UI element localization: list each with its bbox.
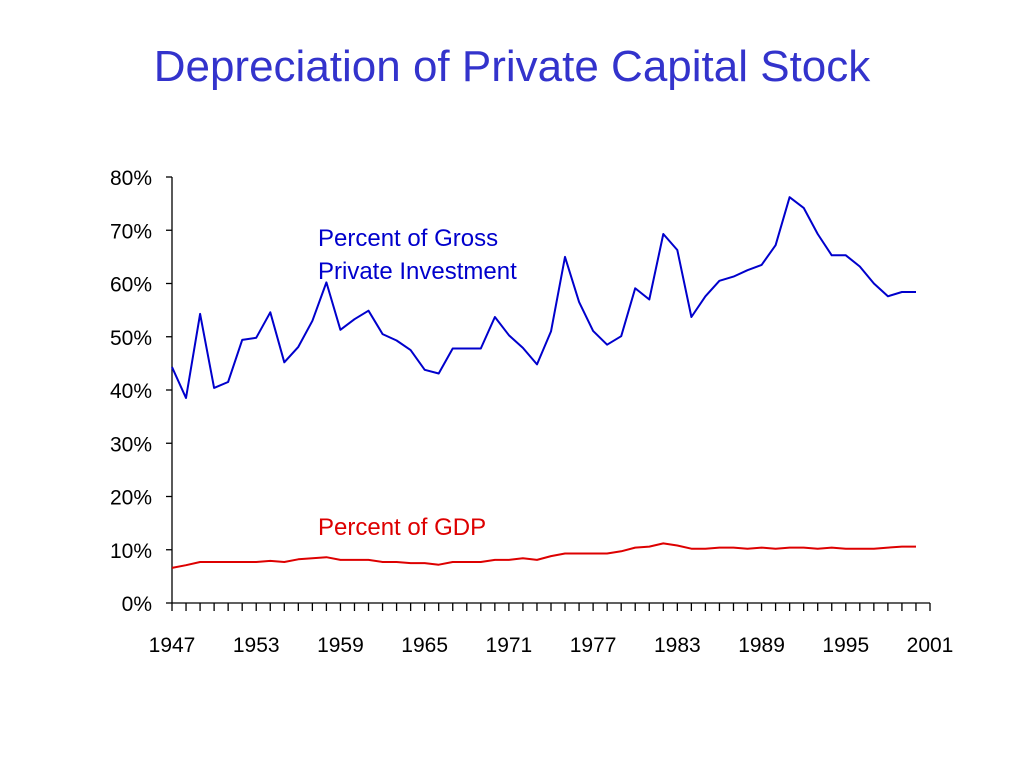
axis-ticks: 0% 10% 20% 30% 40% 50% 60% 70% 80% 1947 1953 1959 19… xyxy=(110,167,953,657)
x-tick-label: 1983 xyxy=(654,634,701,657)
y-tick-label: 70% xyxy=(110,220,152,243)
x-tick-label: 1977 xyxy=(570,634,617,657)
x-tick-label: 1971 xyxy=(486,634,533,657)
y-tick-label: 80% xyxy=(110,167,152,190)
annotation-gdp: Percent of GDP xyxy=(318,514,486,541)
series-annotations: Percent of Gross Private Investment Percen… xyxy=(318,225,517,541)
x-tick-label: 1959 xyxy=(317,634,364,657)
y-tick-label: 20% xyxy=(110,487,152,510)
series-line-gross-private-investment xyxy=(171,196,916,399)
y-tick-label: 0% xyxy=(122,593,152,616)
x-tick-label: 1947 xyxy=(149,634,196,657)
series-line-gdp xyxy=(171,542,916,569)
y-tick-label: 40% xyxy=(110,380,152,403)
annotation-gross-private-investment: Percent of Gross Private Investment xyxy=(318,225,517,285)
y-tick-label: 10% xyxy=(110,540,152,563)
axes xyxy=(171,177,930,604)
x-tick-label: 1989 xyxy=(738,634,785,657)
y-tick-label: 50% xyxy=(110,327,152,350)
series-lines xyxy=(171,196,916,569)
y-tick-label: 60% xyxy=(110,274,152,297)
y-tick-label: 30% xyxy=(110,433,152,456)
x-tick-label: 1995 xyxy=(822,634,869,657)
x-tick-label: 1953 xyxy=(233,634,280,657)
x-tick-label: 2001 xyxy=(907,634,954,657)
x-tick-label: 1965 xyxy=(401,634,448,657)
chart-title: Depreciation of Private Capital Stock xyxy=(153,42,871,91)
